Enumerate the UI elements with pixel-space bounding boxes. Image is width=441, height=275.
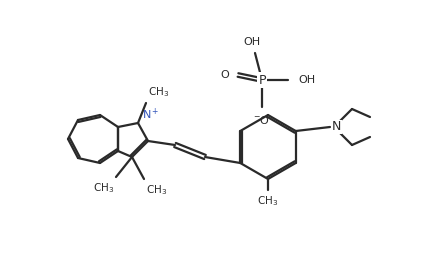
Text: OH: OH <box>243 37 261 47</box>
Text: CH$_3$: CH$_3$ <box>148 85 169 99</box>
Text: N: N <box>332 120 341 133</box>
Text: CH$_3$: CH$_3$ <box>258 194 279 208</box>
Text: P: P <box>258 73 266 87</box>
Text: $^{-}$O: $^{-}$O <box>254 114 270 126</box>
Text: CH$_3$: CH$_3$ <box>146 183 167 197</box>
Text: CH$_3$: CH$_3$ <box>93 181 114 195</box>
Text: OH: OH <box>298 75 315 85</box>
Text: N$^+$: N$^+$ <box>142 107 160 122</box>
Text: O: O <box>220 70 229 80</box>
